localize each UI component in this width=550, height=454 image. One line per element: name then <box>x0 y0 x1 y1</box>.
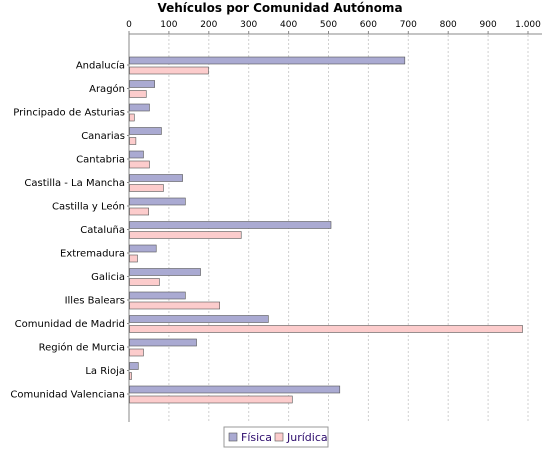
bar-fisica <box>129 80 155 88</box>
category-label: Extremadura <box>60 249 125 260</box>
bar-fisica <box>129 56 406 65</box>
bar-juridica <box>129 372 132 380</box>
category-label: Illes Balears <box>65 296 125 307</box>
x-axis: 0 100 200 300 400 500 600 700 800 900 1.000 <box>126 20 542 422</box>
x-tick-label: 700 <box>400 20 417 30</box>
bar-fisica <box>129 221 332 229</box>
bar-juridica <box>129 66 209 75</box>
category-label: Comunidad de Madrid <box>15 319 125 330</box>
x-tick-label: 1.000 <box>515 20 541 30</box>
x-tick-label: 800 <box>440 20 457 30</box>
x-tick-label: 200 <box>200 20 217 30</box>
legend-swatch <box>274 432 284 442</box>
bar-juridica <box>129 231 242 239</box>
bar-juridica <box>129 278 160 286</box>
bar-juridica <box>129 254 138 263</box>
bar-fisica <box>129 315 269 323</box>
bar-juridica <box>129 113 135 122</box>
legend-label: Física <box>241 431 272 444</box>
bar-juridica <box>129 325 523 333</box>
bar-fisica <box>129 268 201 276</box>
bar-fisica <box>129 385 341 394</box>
x-tick-label: 300 <box>240 20 257 30</box>
bar-fisica <box>129 174 183 182</box>
bar-fisica <box>129 127 162 135</box>
category-label: Aragón <box>89 83 125 95</box>
bar-fisica <box>129 291 186 300</box>
category-axis: Andalucía Aragón Principado de Asturias Can… <box>10 60 129 401</box>
category-label: Andalucía <box>76 60 125 72</box>
bars <box>129 56 523 404</box>
category-label: Cantabria <box>76 155 125 166</box>
bar-fisica <box>129 338 197 347</box>
category-label: La Rioja <box>85 366 125 377</box>
category-label: Cataluña <box>80 225 125 236</box>
bar-fisica <box>129 362 139 370</box>
category-label: Comunidad Valenciana <box>10 390 125 401</box>
bar-fisica <box>129 244 157 253</box>
x-tick-label: 400 <box>280 20 297 30</box>
bar-juridica <box>129 160 150 169</box>
category-label: Principado de Asturias <box>13 108 125 119</box>
chart-title: Vehículos por Comunidad Autónoma <box>157 1 402 15</box>
bar-juridica <box>129 137 137 145</box>
legend-swatch <box>228 432 238 442</box>
x-tick-label: 0 <box>126 20 132 30</box>
x-tick-label: 900 <box>480 20 497 30</box>
category-label: Región de Murcia <box>39 342 125 354</box>
bar-juridica <box>129 301 220 310</box>
x-tick-label: 500 <box>320 20 337 30</box>
bar-fisica <box>129 103 150 112</box>
bar-juridica <box>129 184 164 192</box>
category-label: Canarias <box>81 131 125 142</box>
bar-juridica <box>129 207 149 216</box>
category-label: Castilla y León <box>52 201 125 213</box>
category-label: Castilla - La Mancha <box>24 178 125 189</box>
legend: Física Jurídica <box>223 426 329 448</box>
bar-juridica <box>129 90 147 98</box>
legend-label: Jurídica <box>286 431 328 444</box>
x-tick-label: 100 <box>160 20 177 30</box>
bar-fisica <box>129 150 144 159</box>
x-tick-label: 600 <box>360 20 377 30</box>
category-label: Galicia <box>91 272 125 283</box>
bar-juridica <box>129 395 293 404</box>
bar-fisica <box>129 197 186 206</box>
bar-juridica <box>129 348 144 357</box>
